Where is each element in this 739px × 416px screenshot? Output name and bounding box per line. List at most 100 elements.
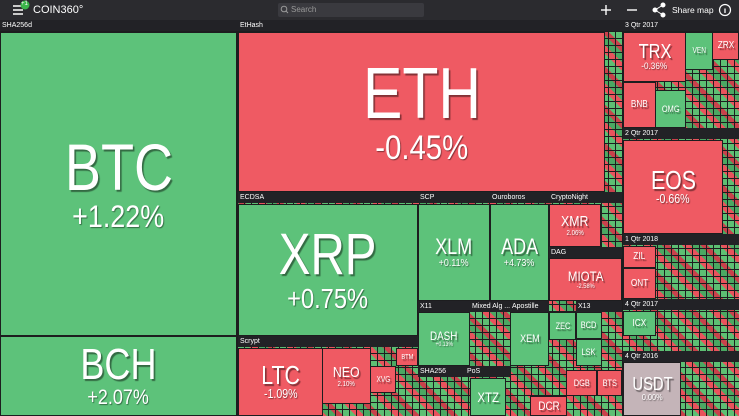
- share-icon[interactable]: [652, 2, 666, 18]
- search-box[interactable]: [278, 3, 424, 17]
- coin-tile[interactable]: ZEC: [549, 312, 576, 340]
- group-label: Mixed Alg ...: [470, 301, 510, 312]
- coin-tile[interactable]: DCR: [530, 396, 567, 416]
- coin-tile[interactable]: DASH +0.13%: [418, 312, 470, 366]
- group-label: EtHash: [238, 20, 623, 31]
- info-icon[interactable]: [718, 3, 732, 17]
- coin-tile[interactable]: ICX: [623, 311, 656, 336]
- coin-tile[interactable]: NEO 2.10%: [322, 348, 371, 404]
- coin-tile[interactable]: VEN: [685, 32, 713, 70]
- coin-tile[interactable]: XTZ: [470, 378, 506, 416]
- coin-change: +0.11%: [439, 256, 469, 269]
- coin-tile[interactable]: XMR 2.06%: [549, 204, 601, 247]
- coin-symbol: XLM: [435, 233, 473, 259]
- group-label: 3 Qtr 2017: [623, 20, 739, 31]
- coin-symbol: ZIL: [633, 251, 646, 262]
- coin-change: +0.75%: [287, 283, 369, 315]
- coin-tile[interactable]: ETH -0.45%: [238, 32, 605, 192]
- coin-symbol: XRP: [279, 222, 377, 288]
- coin-symbol: DCR: [537, 399, 560, 413]
- coin-symbol: BTM: [400, 353, 414, 361]
- coin-tile[interactable]: BCD: [576, 312, 602, 339]
- zoom-in[interactable]: [601, 5, 611, 15]
- coin-change: +4.73%: [504, 256, 535, 269]
- coin-symbol: LTC: [261, 360, 300, 391]
- badge: +1: [21, 1, 28, 7]
- coin-tile[interactable]: BTC +1.22%: [0, 32, 237, 336]
- coin-tile[interactable]: BNB: [623, 82, 656, 128]
- coin-tile[interactable]: ONT: [623, 268, 656, 299]
- coin-symbol: VEN: [692, 46, 706, 55]
- coin-tile[interactable]: ZRX: [712, 32, 739, 60]
- coin-change: -0.45%: [374, 128, 469, 167]
- coin-symbol: XMR: [561, 213, 589, 231]
- coin-symbol: EOS: [650, 165, 696, 196]
- coin-symbol: ZEC: [555, 320, 570, 331]
- coin-tile[interactable]: XVG: [370, 366, 396, 393]
- coin-symbol: ONT: [630, 277, 649, 289]
- coin-tile[interactable]: BTM: [396, 348, 418, 366]
- coin-tile[interactable]: USDT 0.00%: [623, 362, 681, 416]
- coin-symbol: ZRX: [717, 40, 734, 51]
- coin-change: -2.58%: [576, 282, 595, 290]
- coin-symbol: BTC: [64, 130, 173, 205]
- coin-tile[interactable]: BTS: [597, 370, 622, 396]
- coin-tile[interactable]: XEM: [510, 312, 549, 366]
- coin-symbol: XVG: [376, 374, 390, 384]
- group-label: 2 Qtr 2017: [623, 128, 739, 139]
- coin-change: +1.22%: [72, 198, 165, 235]
- group-label: CryptoNight: [549, 192, 622, 203]
- coin-symbol: XEM: [519, 332, 540, 345]
- coin-tile[interactable]: TRX -0.36%: [623, 32, 686, 82]
- group-label: SHA256d: [0, 20, 238, 31]
- coin-change: 2.06%: [566, 228, 584, 238]
- coin-symbol: USDT: [631, 374, 673, 395]
- group-label: SHA256: [418, 366, 465, 377]
- coin-change: -1.09%: [263, 387, 298, 402]
- coin-symbol: BNB: [631, 99, 648, 110]
- group-label: SCP: [418, 192, 490, 203]
- coin-tile[interactable]: ZIL: [623, 246, 656, 268]
- coin-symbol: ICX: [632, 317, 647, 329]
- coin-symbol: BCD: [581, 320, 597, 330]
- coin-symbol: OMG: [661, 103, 680, 114]
- coin-tile[interactable]: XLM +0.11%: [418, 204, 490, 301]
- coin-tile[interactable]: OMG: [655, 90, 686, 128]
- group-label: 4 Qtr 2017: [623, 299, 739, 310]
- coin-change: 0.00%: [641, 392, 663, 403]
- coin-tile[interactable]: ADA +4.73%: [490, 204, 549, 301]
- coin-symbol: ADA: [500, 233, 539, 259]
- share-label[interactable]: Share map: [672, 5, 714, 15]
- badge-dot: [20, 0, 30, 10]
- coin-change: +0.13%: [435, 341, 453, 348]
- group-label: 4 Qtr 2016: [623, 351, 739, 362]
- coin-tile[interactable]: BCH +2.07%: [0, 336, 237, 416]
- group-label: Apostille: [510, 301, 549, 312]
- search-placeholder: Search: [291, 5, 317, 14]
- toolbar-icons: [13, 0, 732, 18]
- coin-tile[interactable]: EOS -0.66%: [623, 140, 723, 234]
- coin-tile[interactable]: XRP +0.75%: [238, 204, 418, 336]
- coin-tile[interactable]: LSK: [576, 339, 602, 366]
- coin-tile[interactable]: LTC -1.09%: [238, 348, 323, 416]
- coin-symbol: LSK: [582, 347, 596, 357]
- search-icon-handle: [285, 10, 289, 14]
- coin-symbol: BTS: [602, 377, 617, 388]
- coin-tile[interactable]: MIOTA -2.58%: [549, 258, 622, 301]
- coin-symbol: DGB: [573, 377, 590, 388]
- coin-change: -0.66%: [656, 192, 690, 207]
- coin-change: +2.07%: [87, 385, 150, 409]
- search-icon: [280, 5, 288, 13]
- group-label: X13: [576, 301, 622, 312]
- logo[interactable]: COIN360°: [33, 4, 84, 16]
- coin-tile[interactable]: DGB: [566, 370, 597, 396]
- coin-symbol: NEO: [333, 363, 360, 381]
- coin-symbol: TRX: [638, 40, 671, 63]
- coin-symbol: BCH: [80, 339, 157, 389]
- coin-symbol: ETH: [362, 53, 481, 134]
- group-label: 1 Qtr 2018: [623, 234, 739, 245]
- coin-symbol: DASH: [430, 328, 458, 343]
- treemap: SHA256d EtHash ECDSA SCP Ouroboros CryptoNigh…: [0, 20, 739, 416]
- coin-symbol: MIOTA: [567, 267, 604, 284]
